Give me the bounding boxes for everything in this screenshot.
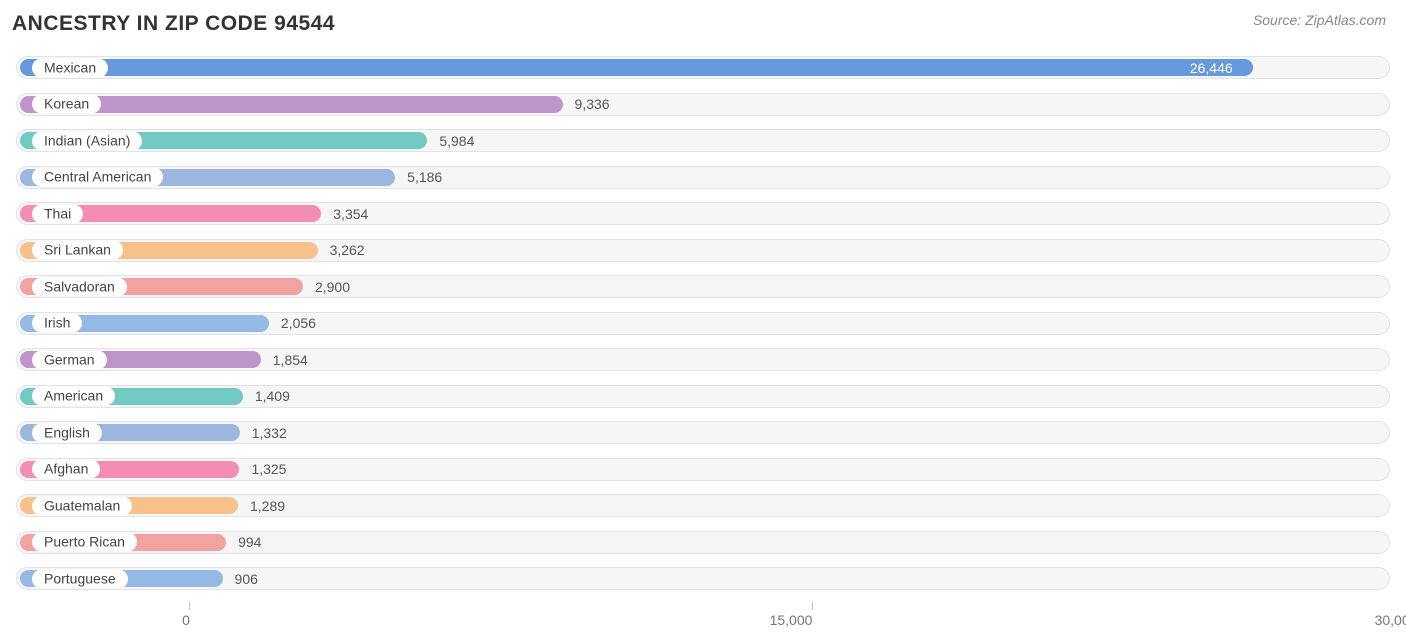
bar-category-label: Mexican [32, 58, 108, 77]
chart-header: ANCESTRY IN ZIP CODE 94544 Source: ZipAt… [12, 12, 1394, 36]
bar-value-label: 906 [235, 571, 258, 587]
x-axis-tick-mark [812, 602, 813, 610]
bar-row: German 1,854 [16, 346, 1390, 373]
bar-category-label: Indian (Asian) [32, 131, 142, 150]
bar-row: Portuguese 906 [16, 565, 1390, 592]
x-axis: 015,00030,000 [16, 602, 1390, 632]
bar-value-label: 1,332 [252, 425, 287, 441]
bar-row: Irish 2,056 [16, 310, 1390, 337]
bar-value-label: 1,854 [273, 352, 308, 368]
bar-value-label: 9,336 [575, 96, 610, 112]
bar-category-label: German [32, 350, 107, 369]
bar-value-label: 1,409 [255, 388, 290, 404]
bar-fill [20, 96, 563, 113]
bar-value-label: 1,289 [250, 498, 285, 514]
ancestry-bar-chart: ANCESTRY IN ZIP CODE 94544 Source: ZipAt… [0, 0, 1406, 632]
chart-title: ANCESTRY IN ZIP CODE 94544 [12, 12, 335, 36]
bar-category-label: Sri Lankan [32, 241, 123, 260]
bar-category-label: Puerto Rican [32, 533, 137, 552]
bar-value-label: 26,446 [1190, 60, 1233, 76]
bar-category-label: Salvadoran [32, 277, 127, 296]
bar-category-label: Portuguese [32, 569, 128, 588]
x-axis-tick: 0 [186, 602, 194, 630]
bar-row: English 1,332 [16, 419, 1390, 446]
bar-category-label: Korean [32, 95, 101, 114]
bar-category-label: Afghan [32, 460, 100, 479]
bar-category-label: Central American [32, 168, 163, 187]
bar-value-label: 2,056 [281, 315, 316, 331]
x-axis-tick-label: 15,000 [770, 612, 813, 628]
bar-value-label: 5,984 [439, 133, 474, 149]
x-axis-tick: 30,000 [1396, 602, 1406, 630]
chart-source: Source: ZipAtlas.com [1253, 12, 1394, 28]
bar-value-label: 3,354 [333, 206, 368, 222]
bar-row: Salvadoran 2,900 [16, 273, 1390, 300]
bar-value-label: 994 [238, 534, 261, 550]
bar-row: Indian (Asian) 5,984 [16, 127, 1390, 154]
bar-category-label: Thai [32, 204, 83, 223]
bar-category-label: Irish [32, 314, 82, 333]
bar-row: Sri Lankan 3,262 [16, 237, 1390, 264]
bar-row: Afghan 1,325 [16, 456, 1390, 483]
bar-row: American 1,409 [16, 383, 1390, 410]
bar-category-label: American [32, 387, 115, 406]
bar-value-label: 1,325 [251, 461, 286, 477]
bar-category-label: English [32, 423, 102, 442]
bar-category-label: Guatemalan [32, 496, 132, 515]
x-axis-tick-mark [189, 602, 190, 610]
bar-row: Mexican 26,446 [16, 54, 1390, 81]
bar-row: Guatemalan 1,289 [16, 492, 1390, 519]
bar-value-label: 5,186 [407, 169, 442, 185]
x-axis-tick-label: 0 [182, 612, 190, 628]
bar-row: Puerto Rican 994 [16, 529, 1390, 556]
bar-row: Korean 9,336 [16, 91, 1390, 118]
chart-plot-area: Mexican 26,446 Korean 9,336 Indian (Asian) 5,… [16, 54, 1390, 592]
x-axis-tick: 15,000 [791, 602, 834, 630]
x-axis-tick-label: 30,000 [1375, 612, 1406, 628]
bar-value-label: 2,900 [315, 279, 350, 295]
bar-row: Central American 5,186 [16, 164, 1390, 191]
bar-fill [20, 59, 1253, 76]
bar-row: Thai 3,354 [16, 200, 1390, 227]
bar-value-label: 3,262 [330, 242, 365, 258]
